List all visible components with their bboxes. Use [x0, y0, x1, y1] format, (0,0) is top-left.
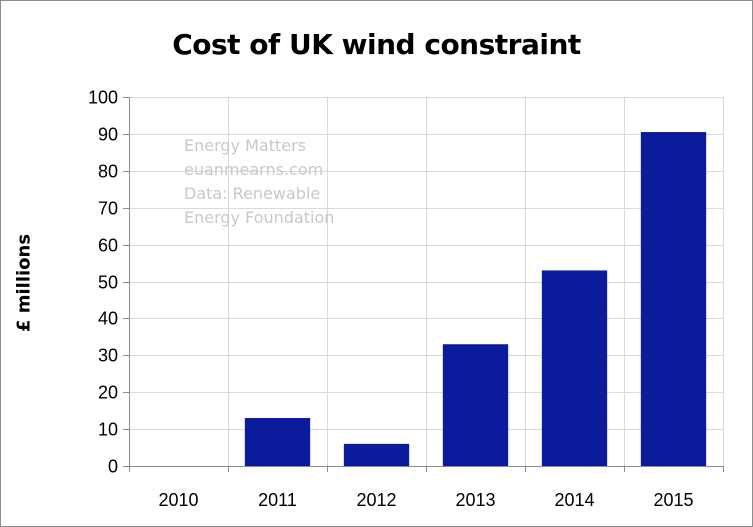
bar-2015 — [640, 132, 707, 466]
y-tick-label: 50 — [98, 273, 118, 293]
y-tick-label: 60 — [98, 236, 118, 256]
y-tick-label: 0 — [108, 457, 118, 477]
x-tick-label: 2011 — [258, 490, 297, 510]
watermark-line: Energy Foundation — [184, 208, 335, 227]
y-tick-label: 10 — [98, 420, 118, 440]
y-tick-label: 100 — [88, 88, 118, 108]
x-tick-label: 2013 — [455, 490, 495, 510]
y-tick-label: 70 — [98, 199, 118, 219]
x-tick-label: 2015 — [653, 490, 693, 510]
chart-title: Cost of UK wind constraint — [172, 28, 581, 61]
watermark-line: Data: Renewable — [184, 184, 321, 203]
watermark-line: euanmearns.com — [184, 160, 324, 179]
bar-2014 — [541, 270, 608, 466]
x-tick-label: 2010 — [158, 490, 198, 510]
bar-2013 — [442, 344, 509, 466]
x-tick-label: 2014 — [554, 490, 594, 510]
y-tick-label: 30 — [98, 346, 118, 366]
bar-2011 — [244, 418, 311, 466]
y-tick-label: 40 — [98, 309, 118, 329]
x-tick-label: 2012 — [356, 490, 396, 510]
y-tick-label: 20 — [98, 383, 118, 403]
bar-2012 — [343, 443, 410, 466]
y-tick-label: 80 — [98, 162, 118, 182]
watermark-annotation: Energy Matters euanmearns.com Data: Rene… — [184, 134, 334, 230]
y-tick-label: 90 — [98, 125, 118, 145]
watermark-line: Energy Matters — [184, 136, 307, 155]
